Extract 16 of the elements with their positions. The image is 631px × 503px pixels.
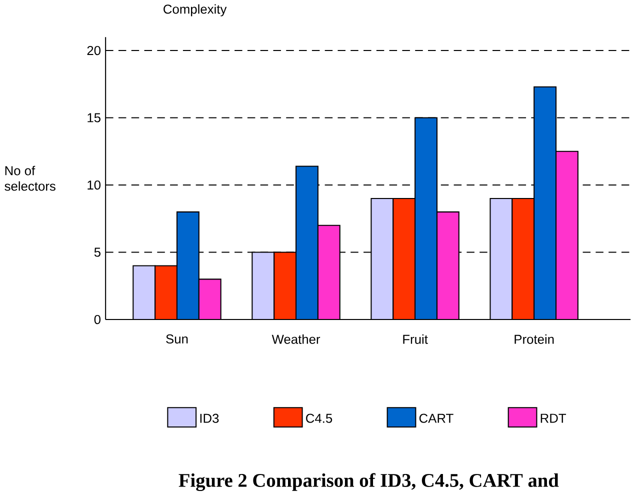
x-tick-label: Sun <box>166 334 188 344</box>
y-tick-label: 15 <box>88 113 100 122</box>
chart-title: Complexity <box>164 4 227 16</box>
y-tick-label: 5 <box>94 248 100 257</box>
legend-label: ID3 <box>200 414 219 423</box>
legend-label: C4.5 <box>306 414 332 423</box>
y-axis-title: No of selectors <box>4 166 56 191</box>
x-tick-label: Protein <box>514 334 554 344</box>
caption: Figure 2 Comparison of ID3, C4.5, CART and <box>178 472 559 491</box>
x-tick-label: Weather <box>272 334 320 344</box>
y-tick-label: 0 <box>94 314 101 324</box>
y-tick-label: 20 <box>87 46 101 55</box>
y-tick-label: 10 <box>88 180 101 190</box>
legend-label: CART <box>419 414 454 423</box>
x-tick-label: Fruit <box>403 334 428 344</box>
legend-label: RDT <box>540 414 566 423</box>
